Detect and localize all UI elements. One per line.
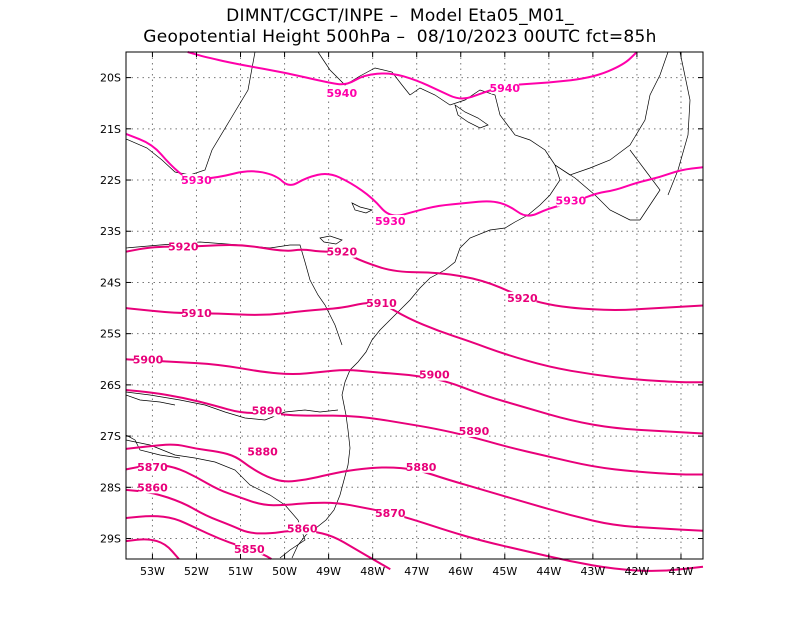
border-line [125, 241, 343, 346]
contour-line-5860 [125, 488, 391, 571]
border-line [125, 434, 181, 459]
lon-tick-label: 44W [536, 565, 561, 578]
height-contours [125, 51, 704, 572]
reservoir [351, 202, 374, 214]
lon-tick-label: 51W [228, 565, 253, 578]
contour-label-bg [556, 194, 585, 207]
contour-label: 5860 [137, 481, 168, 494]
contour-label: 5920 [168, 241, 199, 254]
contour-label-bg [508, 291, 537, 304]
reservoir [319, 235, 343, 245]
lat-tick-label: 28S [100, 481, 121, 494]
contour-labels: 5940 5940 5930 5930 5930 5920 5920 5920 5910 5910… [133, 81, 587, 556]
border-line [554, 51, 669, 176]
lon-tick-label: 45W [492, 565, 517, 578]
contour-line-5890 [125, 389, 703, 476]
lat-tick-label: 27S [100, 430, 121, 443]
coastline [554, 164, 640, 221]
contour-label: 5870 [137, 461, 168, 474]
border-line [409, 87, 556, 166]
contour-label: 5880 [247, 445, 278, 458]
lat-tick-label: 21S [100, 123, 121, 136]
contour-label-bg [327, 245, 356, 258]
lat-tick-label: 29S [100, 533, 121, 546]
lat-tick-label: 22S [100, 174, 121, 187]
contour-label: 5850 [234, 543, 265, 556]
border-line [125, 439, 306, 559]
lon-tick-label: 53W [140, 565, 165, 578]
contour-label-bg [459, 424, 488, 437]
border-line [317, 51, 411, 96]
contour-label-bg [248, 445, 277, 458]
plot-frame [125, 51, 704, 560]
contour-label: 5920 [327, 246, 358, 259]
lon-tick-label: 48W [360, 565, 385, 578]
border-line [125, 391, 339, 421]
border-line [667, 51, 691, 196]
contour-label: 5940 [327, 87, 358, 100]
coastline-borders [125, 51, 691, 559]
contour-line-5880 [125, 443, 704, 532]
contour-label: 5910 [181, 307, 212, 320]
contour-label: 5930 [375, 215, 406, 228]
contour-label-bg [288, 522, 317, 535]
lon-tick-label: 50W [272, 565, 297, 578]
contour-label-bg [182, 174, 211, 187]
contour-label-bg [134, 353, 163, 366]
contour-label-bg [420, 368, 449, 381]
contour-line-5940 [187, 51, 638, 100]
lon-tick-label: 41W [669, 565, 694, 578]
contour-label: 5900 [419, 369, 450, 382]
lat-tick-label: 25S [100, 328, 121, 341]
grid-lines [126, 52, 703, 559]
lon-tick-label: 42W [624, 565, 649, 578]
contour-line-5900 [125, 358, 704, 435]
contour-label: 5880 [406, 461, 437, 474]
coastline [291, 164, 561, 559]
contour-label: 5930 [181, 174, 212, 187]
contour-label-bg [252, 404, 281, 417]
contour-line-5910 [125, 301, 703, 384]
contour-label: 5890 [252, 404, 283, 417]
contour-label-bg [490, 81, 519, 94]
lon-tick-label: 46W [448, 565, 473, 578]
border-line [125, 51, 256, 176]
contour-label: 5920 [507, 292, 538, 305]
contour-label-bg [376, 215, 405, 227]
contour-line-5920 [125, 243, 704, 311]
chart-title-line2: Geopotential Height 500hPa – 08/10/2023 … [143, 27, 657, 47]
contour-label-bg [407, 460, 436, 473]
contour-label-bg [138, 481, 167, 494]
contour-label-bg [138, 460, 167, 473]
contour-label-bg [169, 240, 198, 253]
contour-label: 5910 [366, 297, 397, 310]
contour-label: 5940 [489, 82, 520, 95]
contour-label-bg [327, 86, 356, 99]
contour-label-bg [367, 296, 396, 309]
lon-tick-label: 43W [580, 565, 605, 578]
lat-tick-label: 23S [100, 225, 121, 238]
axes: 53W 52W 51W 50W 49W 48W 47W 46W 45W 44W 43W 42W 41W 2… [100, 52, 703, 578]
contour-label: 5930 [556, 195, 587, 208]
border-line [629, 149, 661, 221]
contour-line-5850 [125, 538, 180, 560]
border-line [125, 394, 176, 406]
chart-title-line1: DIMNT/CGCT/INPE – Model Eta05_M01_ [226, 6, 574, 26]
lat-tick-label: 20S [100, 72, 121, 85]
contour-label-bg [235, 542, 264, 555]
lon-tick-label: 52W [184, 565, 209, 578]
contour-label: 5890 [459, 425, 490, 438]
contour-line-5930 [125, 132, 704, 217]
lon-tick-label: 49W [316, 565, 341, 578]
reservoir [454, 104, 489, 129]
lon-tick-label: 47W [404, 565, 429, 578]
lat-tick-label: 24S [100, 276, 121, 289]
contour-label-bg [376, 506, 405, 519]
contour-label: 5900 [133, 353, 164, 366]
contour-label: 5860 [287, 522, 318, 535]
contour-label-bg [182, 307, 211, 320]
lat-tick-label: 26S [100, 379, 121, 392]
contour-label: 5870 [375, 507, 406, 520]
